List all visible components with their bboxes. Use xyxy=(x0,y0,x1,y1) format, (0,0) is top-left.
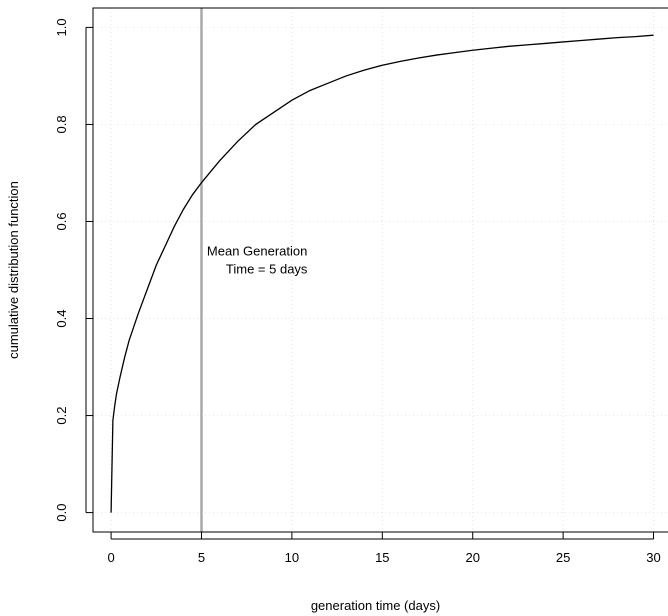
x-tick-label: 10 xyxy=(285,550,299,565)
y-axis-title: cumulative distribution function xyxy=(6,181,21,359)
y-tick-label: 0.0 xyxy=(54,504,69,522)
y-tick-label: 0.2 xyxy=(54,407,69,425)
x-tick-label: 25 xyxy=(556,550,570,565)
x-tick-label: 15 xyxy=(375,550,389,565)
y-tick-label: 0.6 xyxy=(54,212,69,230)
y-tick-label: 0.4 xyxy=(54,309,69,327)
x-tick-label: 5 xyxy=(198,550,205,565)
cdf-line xyxy=(110,34,654,513)
x-tick-label: 20 xyxy=(465,550,479,565)
y-axis: 0.0 0.2 0.4 0.6 0.8 1.0 xyxy=(54,18,93,522)
grid-lines xyxy=(93,8,668,532)
annotation-line-2: Time = 5 days xyxy=(226,261,308,276)
y-tick-label: 0.8 xyxy=(54,115,69,133)
x-tick-label: 0 xyxy=(107,550,114,565)
x-tick-label: 30 xyxy=(646,550,660,565)
y-tick-label: 1.0 xyxy=(54,18,69,36)
x-axis: 0 5 10 15 20 25 30 xyxy=(107,532,661,565)
plot-frame xyxy=(92,7,668,533)
x-axis-title: generation time (days) xyxy=(311,598,440,613)
annotation-line-1: Mean Generation xyxy=(207,243,307,258)
